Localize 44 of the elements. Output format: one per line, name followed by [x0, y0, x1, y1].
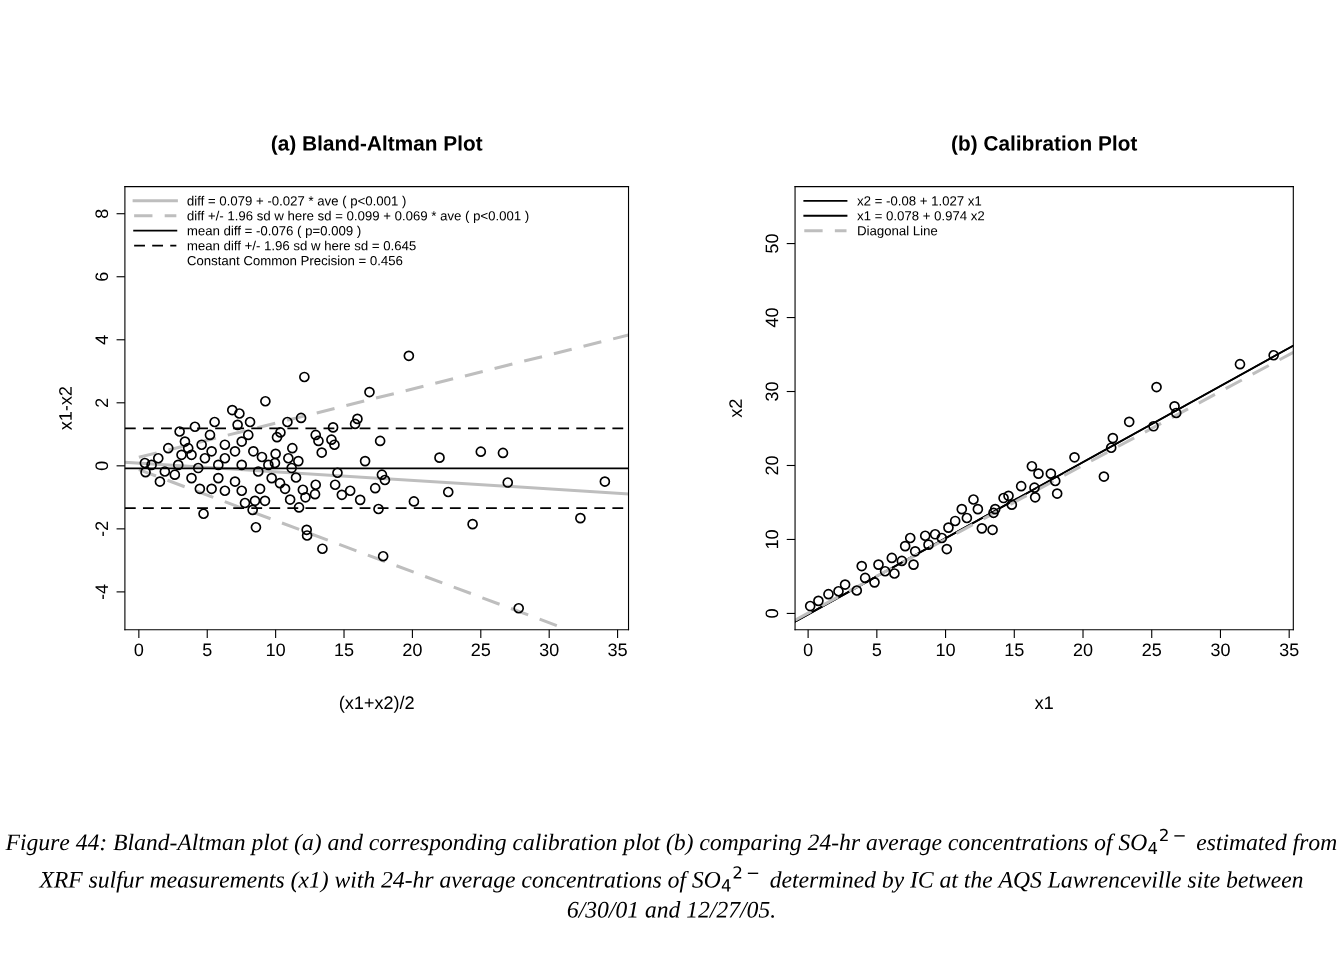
legend-label: diff = 0.079 + -0.027 * ave ( p<0.001 )	[187, 195, 406, 209]
y-tick-label: 30	[765, 382, 779, 401]
y-axis-title: x2	[729, 399, 742, 418]
x-tick-label: 15	[1005, 643, 1024, 657]
x-tick-label: 30	[539, 643, 559, 657]
text: Figure 44: Bland-Altman plot (a) and corresponding calibration plot (b) comparing 24-hr average concentrations of SO$_{4}$$^{2−}$ estimated from XRF sulfur measurements (x1) with 24-hr average concentrations of SO$_{4}$$^{2−}$ determined by IC at the AQS Lawrenceville site between 6/30/01 and 12/27/05.	[5, 828, 1337, 918]
x-axis-title: x1	[1034, 696, 1053, 709]
x-tick-label: 0	[803, 643, 813, 657]
x-tick-label: 0	[134, 643, 144, 657]
x-tick-label: 20	[1073, 643, 1093, 657]
y-tick-label: 0	[765, 609, 779, 618]
y-tick-label: 20	[765, 456, 779, 475]
x-tick-label: 30	[1211, 643, 1230, 657]
legend-label: diff +/- 1.96 sd w here sd = 0.099 + 0.069 * ave ( p<0.001 )	[187, 210, 529, 224]
y-tick-label: 40	[765, 308, 779, 328]
y-tick-label: -2	[95, 521, 108, 537]
x-tick-label: 25	[1142, 643, 1162, 657]
y-tick-label: 4	[95, 335, 108, 345]
legend-label: mean diff +/- 1.96 sd w here sd = 0.645	[187, 240, 416, 251]
chart-title: (a) Bland-Altman Plot	[271, 135, 483, 155]
legend-label: Diagonal Line	[858, 225, 938, 239]
y-tick-label: 6	[95, 272, 109, 281]
y-tick-label: 2	[95, 398, 108, 407]
x-tick-label: 5	[872, 643, 882, 657]
y-tick-label: 0	[95, 461, 109, 471]
legend-label: x1 = 0.078 + 0.974 x2	[857, 211, 985, 221]
y-axis-title: x1-x2	[59, 386, 72, 431]
x-tick-label: 20	[403, 643, 422, 657]
x-tick-label: 10	[266, 643, 285, 657]
annotation: Constant Common Precision = 0.456	[187, 255, 403, 266]
x-tick-label: 15	[335, 643, 354, 657]
y-tick-label: 8	[95, 209, 109, 218]
legend-label: mean diff = -0.076 ( p=0.009 )	[187, 225, 361, 239]
legend-label: x2 = -0.08 + 1.027 x1	[857, 196, 982, 206]
y-tick-label: 10	[765, 530, 779, 549]
y-tick-label: -4	[95, 584, 108, 600]
y-tick-label: 50	[765, 234, 779, 253]
x-axis-title: (x1+x2)/2	[339, 695, 414, 713]
x-tick-label: 10	[936, 643, 955, 657]
chart-title: (b) Calibration Plot	[952, 135, 1138, 155]
x-tick-label: 5	[202, 643, 212, 657]
x-tick-label: 35	[608, 643, 627, 657]
x-tick-label: 35	[1279, 643, 1299, 657]
x-tick-label: 25	[471, 643, 491, 657]
